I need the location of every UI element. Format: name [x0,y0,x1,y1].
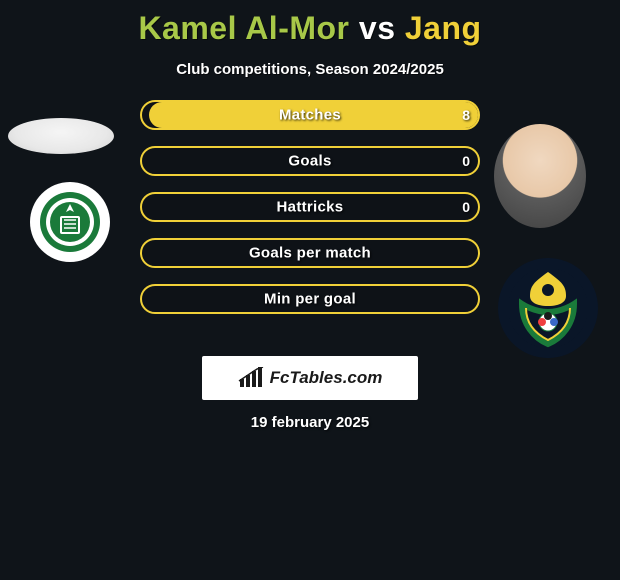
metric-right-value: 8 [462,107,470,123]
player2-name: Jang [405,10,482,46]
metric-label: Goals [140,153,480,170]
metric-label: Goals per match [140,245,480,262]
watermark-text: FcTables.com [270,368,383,388]
metric-label: Matches [140,107,480,124]
player2-photo [494,124,586,228]
player2-photo-placeholder [494,124,586,228]
player1-name: Kamel Al-Mor [138,10,349,46]
player1-photo-placeholder [8,118,114,154]
subtitle: Club competitions, Season 2024/2025 [0,61,620,78]
metric-label: Hattricks [140,199,480,216]
metric-row: Goals0 [140,146,480,176]
metric-row: Goals per match [140,238,480,268]
al-ahli-badge [30,182,110,262]
player2-club-logo [498,258,598,358]
al-gharafa-badge [498,258,598,358]
metric-row: Min per goal [140,284,480,314]
metric-right-value: 0 [462,199,470,215]
player1-photo [8,118,114,154]
vs-text: vs [359,10,396,46]
bar-chart-icon [238,367,264,389]
al-gharafa-crest-icon [506,266,590,350]
metric-row: Matches8 [140,100,480,130]
player1-club-logo [30,182,110,262]
date-text: 19 february 2025 [0,414,620,431]
metric-row: Hattricks0 [140,192,480,222]
metric-right-value: 0 [462,153,470,169]
watermark: FcTables.com [202,356,418,400]
comparison-title: Kamel Al-Mor vs Jang [0,0,620,47]
al-ahli-crest-icon [38,190,102,254]
metric-label: Min per goal [140,291,480,308]
metrics-bars: Matches8Goals0Hattricks0Goals per matchM… [140,100,480,330]
